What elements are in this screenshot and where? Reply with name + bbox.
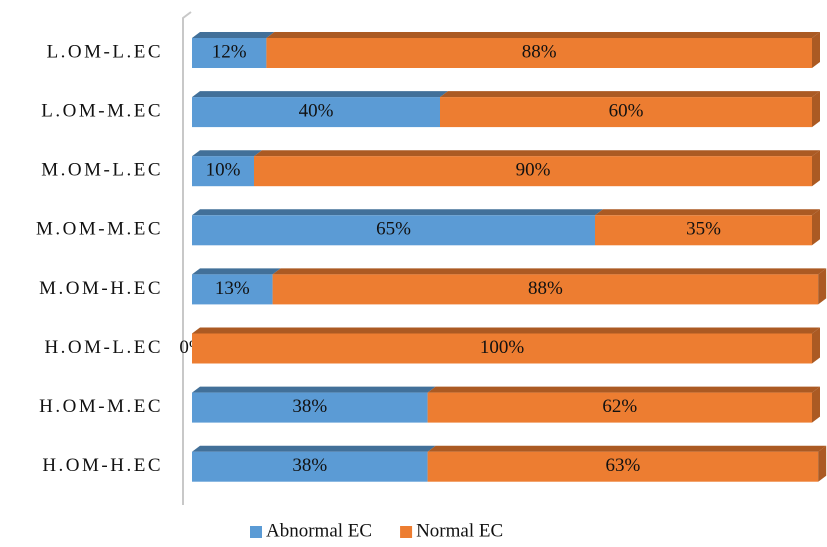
bar-top bbox=[427, 386, 820, 393]
bar-segment bbox=[192, 91, 448, 128]
y-tick-label: M.OM-H.EC bbox=[39, 278, 163, 299]
bar-face bbox=[192, 97, 440, 128]
y-tick-label: H.OM-L.EC bbox=[44, 337, 163, 358]
bar-segment bbox=[192, 268, 281, 305]
bar-face bbox=[192, 156, 254, 187]
bar-top bbox=[272, 268, 827, 275]
bar-top bbox=[192, 32, 275, 38]
bar-top bbox=[192, 209, 603, 216]
data-label: 90% bbox=[516, 160, 551, 181]
data-label: 100% bbox=[480, 337, 525, 358]
bar-face bbox=[192, 451, 428, 482]
data-label: 38% bbox=[292, 396, 327, 417]
bar-top bbox=[192, 386, 436, 393]
bar-segment bbox=[192, 327, 820, 364]
bar-segment bbox=[427, 445, 827, 482]
bar-segment bbox=[254, 150, 820, 187]
bar-top bbox=[192, 150, 262, 157]
bar-top bbox=[266, 32, 820, 38]
bar-segment bbox=[192, 386, 436, 423]
data-label: 38% bbox=[292, 455, 327, 476]
y-tick-label: L.OM-M.EC bbox=[41, 100, 163, 121]
bar-face bbox=[272, 274, 819, 305]
y-tick-label: M.OM-L.EC bbox=[41, 160, 163, 181]
bar-face bbox=[192, 333, 812, 364]
bar-segment bbox=[266, 32, 820, 68]
legend-label: Abnormal EC bbox=[266, 520, 372, 541]
bar-top bbox=[192, 268, 281, 275]
bar-segment bbox=[272, 268, 827, 305]
bar-segment bbox=[192, 150, 262, 187]
bar-top bbox=[192, 91, 448, 98]
legend-label: Normal EC bbox=[416, 520, 503, 541]
bar-face bbox=[192, 38, 267, 68]
bar-segment bbox=[192, 209, 603, 246]
data-label: 35% bbox=[686, 219, 721, 240]
data-label: 88% bbox=[528, 278, 563, 299]
bar-end bbox=[812, 209, 820, 246]
axis-wall bbox=[182, 11, 192, 505]
bar-end bbox=[812, 386, 820, 423]
data-label: 13% bbox=[215, 278, 250, 299]
bar-face bbox=[595, 215, 812, 246]
bar-segment bbox=[595, 209, 820, 246]
y-tick-label: H.OM-M.EC bbox=[39, 396, 163, 417]
data-label: 40% bbox=[299, 100, 334, 121]
bar-face bbox=[192, 392, 428, 423]
bar-end bbox=[812, 327, 820, 364]
bar-segment bbox=[192, 445, 436, 482]
y-tick-label: L.OM-L.EC bbox=[47, 41, 163, 62]
bar-end bbox=[818, 268, 827, 305]
bar-face bbox=[192, 215, 595, 246]
data-label: 12% bbox=[212, 41, 247, 62]
bar-top bbox=[595, 209, 820, 216]
bar-top bbox=[440, 91, 820, 98]
bar-top bbox=[192, 327, 820, 334]
data-label: 62% bbox=[602, 396, 637, 417]
bar-face bbox=[254, 156, 812, 187]
data-label: 63% bbox=[605, 455, 640, 476]
bar-face bbox=[427, 451, 819, 482]
data-label: 60% bbox=[609, 100, 644, 121]
bar-end bbox=[812, 91, 820, 128]
bar-segment bbox=[427, 386, 820, 423]
legend-swatch bbox=[400, 526, 413, 538]
bar-segment bbox=[192, 32, 275, 68]
bar-end bbox=[818, 445, 827, 482]
legend-swatch bbox=[250, 526, 262, 538]
bar-face bbox=[427, 392, 812, 423]
bar-end bbox=[812, 150, 820, 187]
bar-face bbox=[192, 274, 273, 305]
bar-face bbox=[440, 97, 812, 128]
bar-top bbox=[254, 150, 820, 157]
bar-face bbox=[266, 38, 812, 68]
bar-top bbox=[427, 445, 827, 452]
data-label: 88% bbox=[522, 41, 557, 62]
data-label: 65% bbox=[376, 219, 411, 240]
bar-segment bbox=[440, 91, 820, 128]
y-tick-label: H.OM-H.EC bbox=[42, 455, 163, 476]
bar-end bbox=[812, 32, 820, 68]
bar-top bbox=[192, 445, 436, 452]
data-label: 10% bbox=[206, 160, 241, 181]
y-tick-label: M.OM-M.EC bbox=[36, 219, 163, 240]
